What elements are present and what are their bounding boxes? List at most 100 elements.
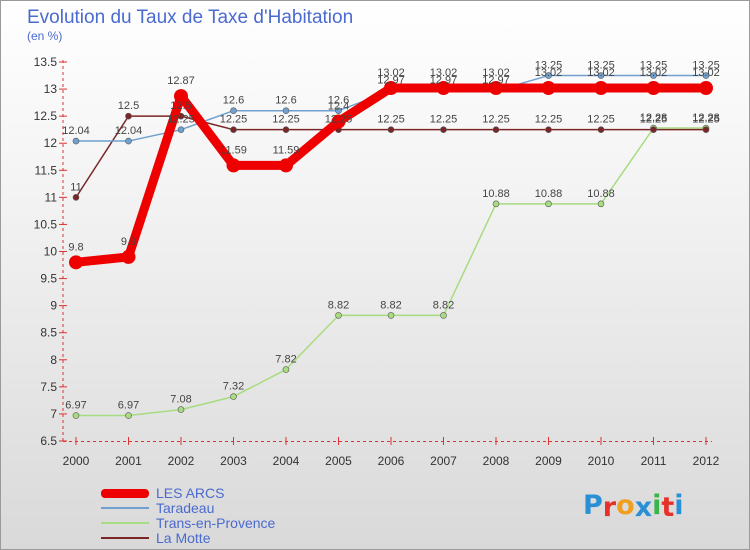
data-label: 8.82: [433, 299, 454, 311]
x-tick-label: 2002: [168, 454, 195, 468]
data-label: 13.02: [587, 67, 615, 79]
data-point: [545, 126, 552, 133]
data-point: [650, 126, 657, 133]
data-point: [177, 406, 185, 413]
data-label: 9.8: [68, 241, 83, 253]
data-label: 12.04: [115, 125, 143, 137]
data-label: 12.25: [640, 114, 668, 126]
y-tick-label: 10: [44, 245, 58, 259]
data-label: 10.88: [587, 188, 615, 200]
data-label: 13.25: [535, 60, 563, 72]
logo-letter: o: [616, 490, 635, 521]
data-point: [230, 107, 237, 115]
data-point: [492, 200, 500, 208]
logo-letter: x: [634, 492, 653, 523]
data-label: 10.88: [535, 188, 563, 200]
data-label: 13.25: [640, 60, 668, 72]
data-label: 13.25: [692, 60, 720, 72]
data-point: [699, 80, 713, 95]
data-point: [125, 137, 132, 145]
data-label: 13.02: [482, 67, 510, 79]
y-tick-label: 6.5: [40, 434, 57, 448]
x-tick-label: 2001: [115, 454, 142, 468]
data-point: [331, 114, 346, 129]
data-point: [279, 158, 293, 173]
data-point: [492, 126, 500, 133]
data-label: 13.02: [640, 67, 668, 79]
data-point: [125, 412, 132, 419]
legend-item: Trans-en-Provence: [101, 515, 401, 531]
y-tick-label: 9.5: [40, 272, 57, 286]
data-label: 8.82: [380, 299, 401, 311]
legend: LES ARCS Taradeau Trans-en-Provence La Mott…: [101, 485, 401, 546]
legend-item: LES ARCS: [101, 485, 401, 501]
data-point: [177, 126, 185, 133]
x-tick-label: 2000: [63, 454, 90, 468]
data-point: [489, 80, 503, 95]
data-label: 12.28: [692, 112, 720, 124]
data-label: 12.6: [223, 95, 244, 107]
legend-label: LES ARCS: [156, 485, 225, 501]
data-label: 12.25: [587, 114, 615, 126]
y-tick-label: 11.5: [35, 163, 58, 177]
logo-letter: P: [583, 490, 603, 521]
data-label: 12.25: [482, 114, 510, 126]
data-label: 12.25: [692, 114, 720, 126]
data-label: 11.59: [273, 144, 300, 156]
data-label: 12.6: [328, 95, 349, 107]
data-point: [702, 126, 710, 133]
legend-item: Taradeau: [101, 500, 401, 516]
legend-item: La Motte: [101, 530, 401, 546]
data-point: [440, 126, 447, 133]
data-point: [545, 200, 552, 208]
data-point: [125, 112, 132, 120]
data-point: [282, 366, 290, 373]
data-label: 12.25: [272, 114, 300, 126]
data-point: [650, 72, 657, 79]
series-line-trans-en-provence: [75, 127, 707, 417]
data-point: [387, 312, 395, 319]
data-label: 10.88: [482, 188, 510, 200]
y-tick-label: 9: [50, 299, 57, 313]
chart-title: Evolution du Taux de Taxe d'Habitation: [27, 7, 354, 28]
x-tick-label: 2004: [273, 454, 300, 468]
data-label: 12.5: [170, 100, 191, 112]
data-label: 12.97: [377, 75, 405, 87]
series-lines: [69, 72, 713, 419]
data-label: 7.32: [223, 381, 244, 393]
data-label: 13.02: [377, 67, 405, 79]
data-label: 12.97: [430, 75, 458, 87]
data-label: 12.25: [535, 114, 563, 126]
x-tick-label: 2011: [641, 454, 667, 468]
data-label: 12.28: [640, 112, 668, 124]
data-point: [226, 158, 241, 173]
data-point: [69, 255, 83, 270]
logo-letter: t: [661, 492, 675, 523]
legend-swatch: [101, 507, 149, 509]
proxiti-logo: Proxiti: [583, 490, 684, 523]
data-label: 13.02: [430, 67, 458, 79]
data-point: [594, 80, 608, 95]
data-point: [230, 126, 237, 133]
x-tick-label: 2008: [483, 454, 510, 468]
data-point: [646, 80, 661, 95]
data-label: 11: [70, 181, 81, 193]
data-label: 11.59: [220, 144, 247, 156]
data-label: 12.25: [220, 114, 248, 126]
y-tick-label: 12.5: [34, 109, 58, 123]
data-point: [72, 412, 80, 419]
data-label: 7.08: [170, 394, 191, 406]
data-point: [230, 393, 237, 400]
data-point: [702, 72, 710, 79]
y-tick-label: 13: [44, 82, 58, 96]
data-point: [436, 80, 451, 95]
data-point: [597, 200, 605, 208]
x-tick-label: 2005: [325, 454, 352, 468]
logo-letter: i: [674, 490, 684, 521]
data-point: [282, 126, 290, 133]
y-tick-label: 12: [44, 136, 58, 150]
legend-label: Trans-en-Provence: [156, 515, 276, 531]
legend-swatch: [101, 488, 149, 498]
